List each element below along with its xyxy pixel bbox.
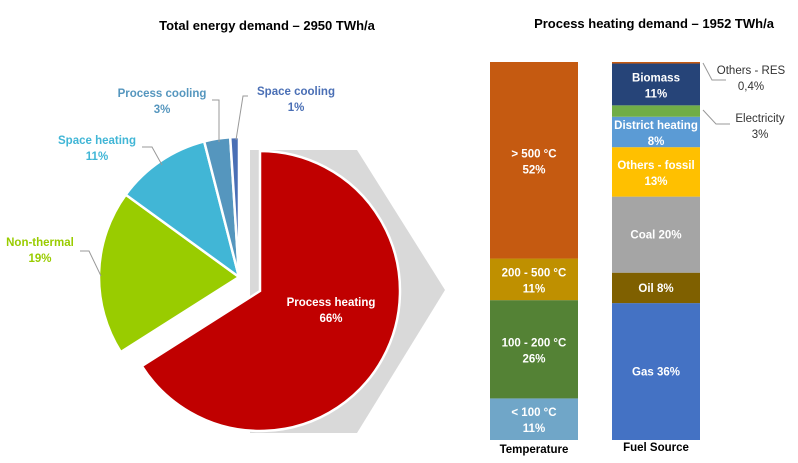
slice-label: Non-thermal [6,237,74,249]
segment-value-label: 8% [648,136,665,148]
slice-label: Space heating [58,135,136,147]
segment-value-label: 52% [522,164,545,176]
slice-label: Process cooling [118,88,207,100]
leader-line [142,146,163,166]
pie-slice-space-cooling [228,135,241,278]
stacked-bars: < 100 °C 11% 100 - 200 °C 26% 200 - 500 °C 11… [490,62,786,456]
segment-label: < 100 °C [511,407,556,419]
segment-label: Oil 8% [638,283,673,295]
segment-label: 100 - 200 °C [502,337,567,349]
bar-segment-200-500-c [490,258,578,301]
segment-value-label: 26% [522,353,545,365]
segment-label: Others - fossil [617,160,694,172]
segment-value-label: 11% [523,283,545,295]
bar-segment-oil [612,272,700,304]
bar-segment-500-c [490,62,578,259]
slice-value-label: 66% [319,313,342,325]
slice-value-label: 1% [288,102,305,114]
bar-segment-gas [612,303,700,440]
slice-label: Space cooling [257,86,335,98]
pie-title: Total energy demand – 2950 TWh/a [159,18,376,33]
segment-label: District heating [614,120,698,132]
segment-value-label: 11% [523,423,545,435]
bar-segment-others-res [612,62,700,64]
bar-segment-district-heating [612,116,700,148]
slice-value-label: 19% [28,253,51,265]
leader-line [235,95,248,141]
bar-segment-electricity [612,105,700,117]
segment-label: Gas 36% [632,367,680,379]
callout-value-label: 0,4% [738,81,764,93]
bar-segment-coal [612,196,700,273]
category-label-fuel-source: Fuel Source [623,442,689,454]
bar-segment-others-fossil [612,147,700,197]
leader-line [212,99,220,142]
slice-label: Process heating [287,297,376,309]
leader-line [80,250,102,277]
bar-segment-biomass [612,63,700,106]
slice-value-label: 3% [154,104,171,116]
slice-value-label: 11% [86,151,108,163]
bar-segment-100-200-c [490,300,578,399]
segment-label: 200 - 500 °C [502,267,567,279]
bars-title: Process heating demand – 1952 TWh/a [534,16,775,31]
callout-label: Electricity [735,113,784,125]
callout-label: Others - RES [717,65,786,77]
leader-line [702,62,726,81]
leader-line [702,109,730,125]
segment-value-label: 13% [644,176,667,188]
segment-label: Biomass [632,72,680,84]
callout-value-label: 3% [752,129,769,141]
bar-segment-100-c [490,398,578,440]
pie-slice-process-heating [140,149,402,433]
segment-value-label: 11% [645,88,667,100]
pie: Process heating 66% Non-thermal 19% Space he… [6,86,402,433]
segment-label: Coal 20% [630,230,681,242]
category-label-temperature: Temperature [500,444,569,456]
segment-label: > 500 °C [511,148,556,160]
